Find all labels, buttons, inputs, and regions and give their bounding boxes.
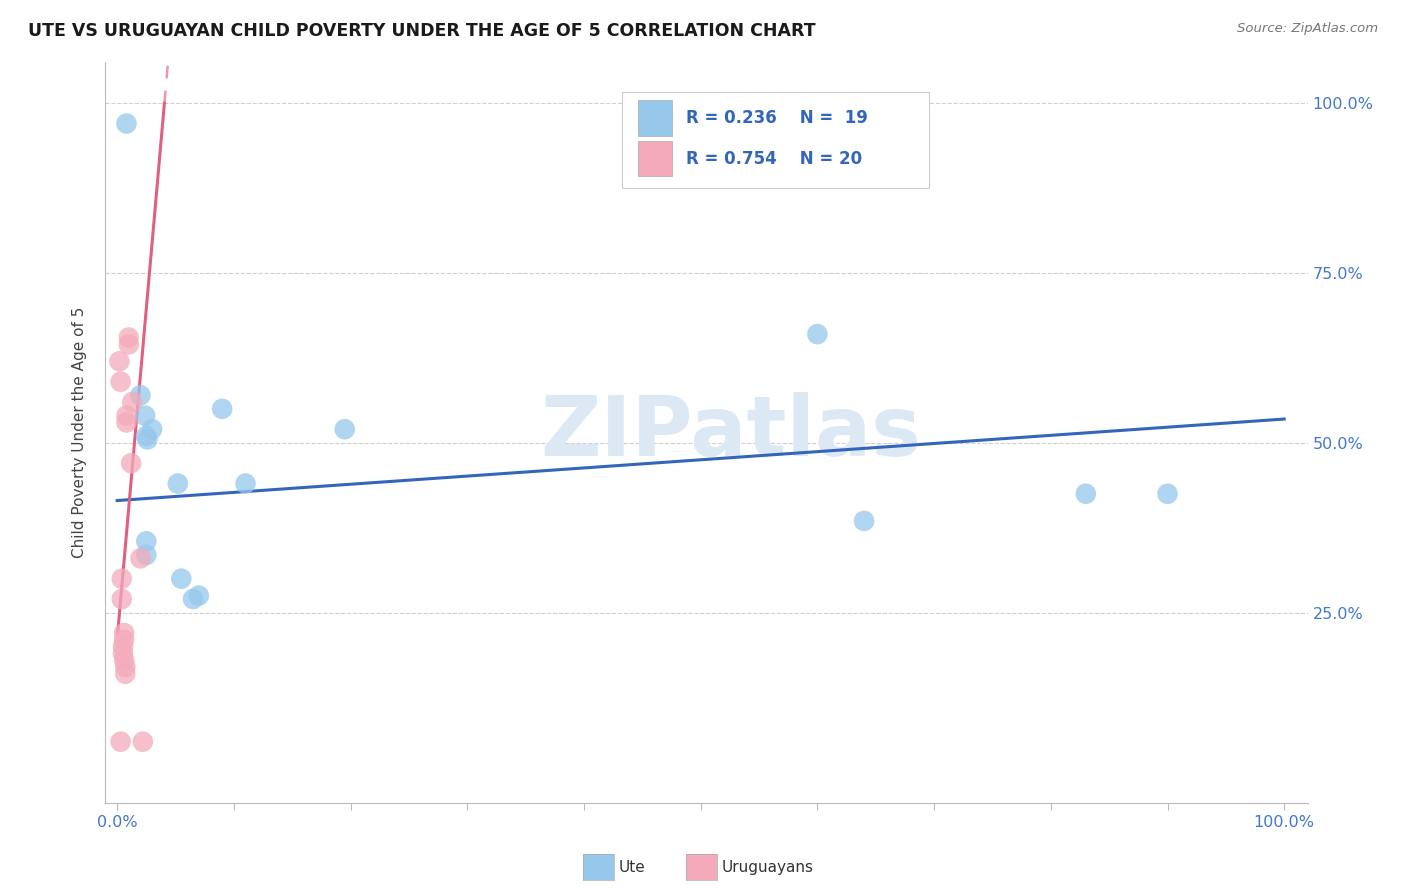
Point [112,653,135,667]
FancyBboxPatch shape [623,92,929,188]
Point [170,572,193,586]
Point [118,330,141,344]
Point [1156,487,1178,501]
Point [187,589,209,603]
Text: Source: ZipAtlas.com: Source: ZipAtlas.com [1237,22,1378,36]
Point [141,422,163,436]
Point [235,476,257,491]
Point [112,626,135,640]
Point [136,433,159,447]
Text: ZIPatlas: ZIPatlas [540,392,921,473]
Point [181,592,204,607]
Point [134,409,156,423]
Point [111,592,134,607]
Point [132,734,155,748]
Point [110,375,132,389]
Text: R = 0.754    N = 20: R = 0.754 N = 20 [686,150,862,168]
Point [108,354,131,368]
Point [806,327,828,342]
Y-axis label: Child Poverty Under the Age of 5: Child Poverty Under the Age of 5 [72,307,87,558]
Point [333,422,356,436]
Point [853,514,876,528]
Point [166,476,188,491]
Point [111,646,134,660]
Point [114,660,136,674]
Point [1074,487,1097,501]
Point [111,572,134,586]
Point [110,734,132,748]
Point [129,551,152,566]
Point [115,409,138,423]
Point [129,388,152,402]
Point [111,640,134,654]
Point [114,666,136,681]
Point [120,456,142,470]
Point [135,548,157,562]
Text: UTE VS URUGUAYAN CHILD POVERTY UNDER THE AGE OF 5 CORRELATION CHART: UTE VS URUGUAYAN CHILD POVERTY UNDER THE… [28,22,815,40]
Point [115,416,138,430]
Bar [638,100,672,136]
Point [121,395,143,409]
Text: R = 0.236    N =  19: R = 0.236 N = 19 [686,109,868,127]
Text: Uruguayans: Uruguayans [721,860,813,874]
Point [118,337,141,351]
Point [135,429,157,443]
Bar [638,141,672,177]
Point [112,632,135,647]
Point [211,401,233,416]
Point [135,534,157,549]
Point [115,117,138,131]
Text: Ute: Ute [619,860,645,874]
